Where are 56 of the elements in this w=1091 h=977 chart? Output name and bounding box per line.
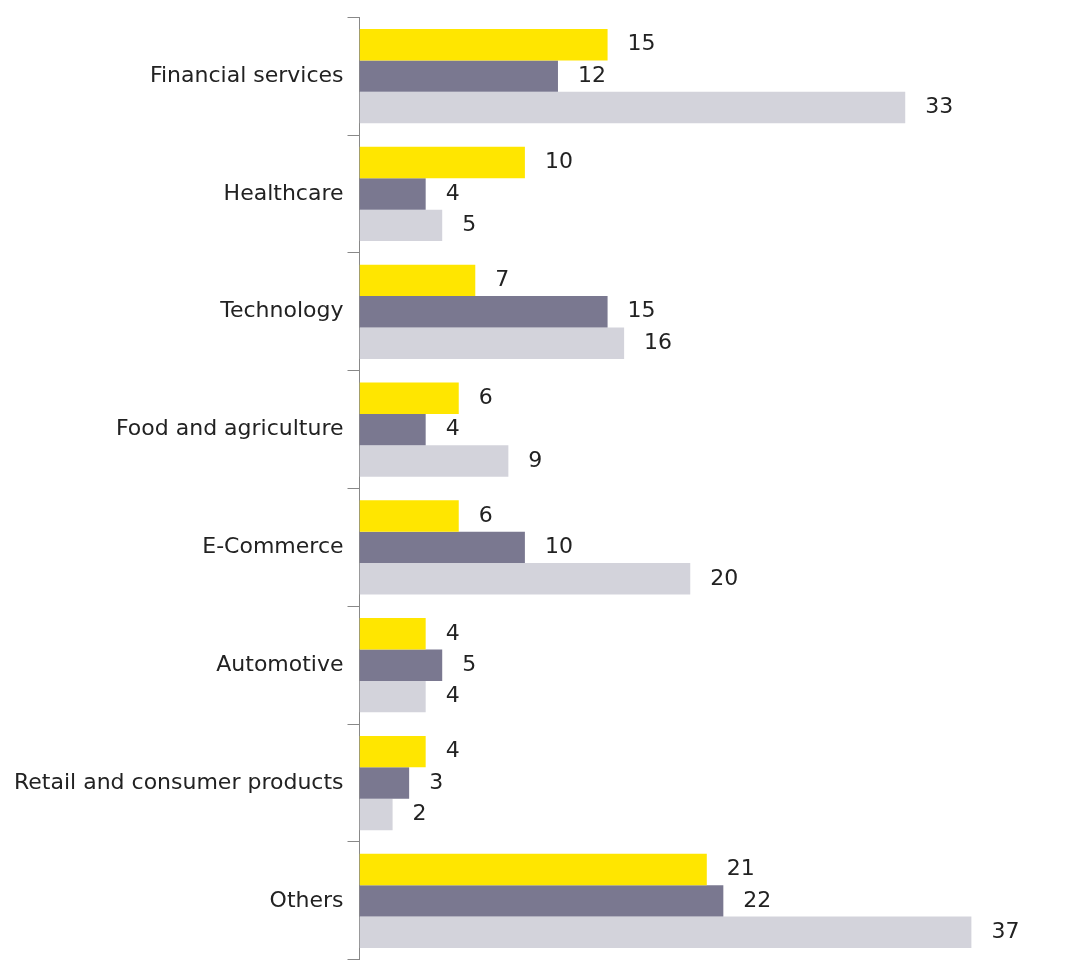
bar	[359, 853, 707, 886]
bar	[359, 618, 426, 650]
y-tick-label: Technology	[219, 297, 344, 323]
y-tick-label: E-Commerce	[202, 533, 344, 559]
bar	[359, 264, 476, 297]
data-label: 5	[462, 650, 477, 676]
bar	[359, 916, 972, 949]
bar	[359, 60, 558, 92]
data-label: 6	[478, 383, 493, 409]
data-label: 33	[925, 93, 954, 119]
data-label: 2	[412, 800, 427, 826]
y-tick-label: Retail and consumer products	[14, 768, 344, 794]
bar	[359, 296, 608, 328]
y-tick-label: Healthcare	[223, 179, 344, 205]
bar	[359, 382, 459, 414]
data-label: 10	[544, 148, 573, 174]
bar	[359, 178, 426, 210]
data-label: 4	[445, 682, 460, 708]
bar	[359, 885, 724, 917]
y-tick-label: Others	[269, 886, 344, 912]
data-label: 3	[429, 768, 444, 794]
data-label: 12	[577, 61, 606, 87]
bar	[359, 563, 691, 595]
data-label: 21	[726, 855, 755, 881]
data-label: 10	[544, 533, 573, 559]
bar	[359, 445, 509, 477]
data-label: 5	[462, 211, 477, 237]
bar	[359, 28, 608, 61]
bar	[359, 735, 426, 768]
data-label: 6	[478, 501, 493, 527]
bar	[359, 91, 906, 124]
bar	[359, 413, 426, 446]
data-label: 15	[627, 297, 656, 323]
data-label: 9	[528, 446, 543, 472]
bar	[359, 500, 459, 532]
data-label: 20	[710, 564, 739, 590]
bar	[359, 146, 525, 179]
bar	[359, 649, 443, 681]
data-label: 4	[445, 737, 460, 763]
y-tick-label: Financial services	[149, 61, 344, 87]
y-tick-label: Automotive	[216, 650, 344, 676]
data-label: 4	[445, 415, 460, 441]
bar	[359, 798, 393, 831]
bar	[359, 680, 426, 713]
data-label: 37	[991, 918, 1020, 944]
data-label: 4	[445, 179, 460, 205]
data-label: 16	[644, 328, 673, 354]
bar	[359, 327, 625, 359]
data-label: 22	[743, 886, 772, 912]
bar	[359, 767, 410, 799]
data-label: 7	[495, 266, 510, 292]
y-tick-label: Food and agriculture	[115, 415, 344, 441]
bar	[359, 209, 443, 242]
bar	[359, 531, 525, 564]
data-label: 4	[445, 619, 460, 645]
data-label: 15	[627, 30, 656, 56]
